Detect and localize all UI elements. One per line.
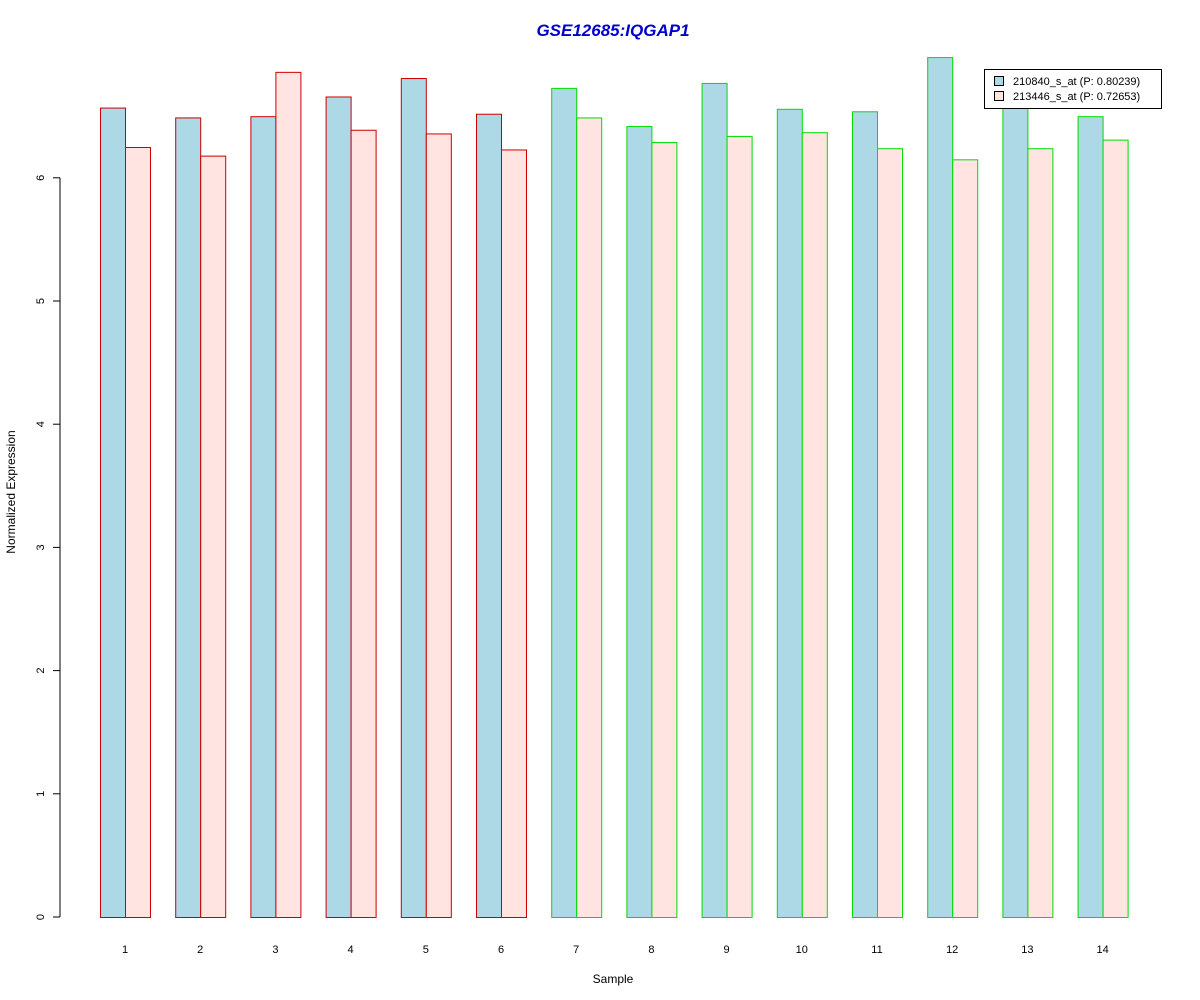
x-tick-label: 4 xyxy=(348,944,354,956)
bar-sample-8-series-2 xyxy=(651,142,678,918)
legend-label-1: 210840_s_at (P: 0.80239) xyxy=(1013,76,1140,88)
chart-title: GSE12685:IQGAP1 xyxy=(536,21,689,40)
y-tick-label: 5 xyxy=(35,298,47,304)
y-tick-label: 3 xyxy=(35,544,47,550)
bar-sample-13-series-2 xyxy=(1027,148,1054,918)
bar-sample-12-series-1 xyxy=(927,57,954,918)
bar-sample-9-series-1 xyxy=(701,82,728,919)
bar-sample-10-series-1 xyxy=(776,108,803,919)
x-tick-label: 2 xyxy=(197,944,203,956)
x-tick-label: 11 xyxy=(871,944,882,956)
bar-sample-14-series-1 xyxy=(1077,116,1104,918)
bar-sample-13-series-1 xyxy=(1002,101,1029,918)
legend-label-2: 213446_s_at (P: 0.72653) xyxy=(1013,91,1140,103)
bar-sample-8-series-1 xyxy=(626,126,653,918)
x-tick-label: 7 xyxy=(573,944,579,956)
x-tick-label: 10 xyxy=(796,944,808,956)
bar-sample-9-series-2 xyxy=(726,135,753,919)
bar-sample-6-series-1 xyxy=(476,113,502,918)
x-tick-label: 5 xyxy=(423,944,429,956)
x-tick-label: 6 xyxy=(498,944,504,956)
legend-swatch-2 xyxy=(994,91,1004,101)
y-tick-label: 1 xyxy=(35,791,47,797)
bar-sample-4-series-2 xyxy=(350,129,377,918)
x-tick-label: 8 xyxy=(648,944,654,956)
x-tick-label: 3 xyxy=(272,944,278,956)
bar-sample-2-series-1 xyxy=(175,117,202,918)
y-tick-label: 4 xyxy=(35,421,47,427)
bars-group xyxy=(100,57,1129,919)
bar-sample-4-series-1 xyxy=(325,96,352,919)
y-tick-label: 6 xyxy=(35,175,47,181)
x-tick-label: 12 xyxy=(946,944,958,956)
bar-sample-5-series-2 xyxy=(425,133,452,918)
x-tick-label: 9 xyxy=(724,944,730,956)
y-axis-label: Normalized Expression xyxy=(4,430,18,553)
bar-sample-12-series-2 xyxy=(952,159,979,918)
y-tick-label: 0 xyxy=(35,914,47,920)
bar-sample-1-series-2 xyxy=(125,147,151,918)
x-tick-label: 1 xyxy=(122,944,128,956)
x-axis-label: Sample xyxy=(593,972,634,986)
legend-swatch-1 xyxy=(994,76,1004,86)
bar-sample-2-series-2 xyxy=(200,155,227,918)
bar-sample-11-series-2 xyxy=(877,148,903,918)
bar-sample-7-series-2 xyxy=(576,117,603,918)
y-tick-label: 2 xyxy=(35,668,47,674)
y-axis: 0 1 2 3 4 5 6 xyxy=(35,175,61,920)
bar-sample-10-series-2 xyxy=(801,132,828,918)
bar-sample-14-series-2 xyxy=(1102,139,1129,919)
bar-sample-5-series-1 xyxy=(400,78,427,919)
x-tick-labels: 1 2 3 4 5 6 7 8 9 10 11 12 13 14 xyxy=(122,944,1109,956)
bar-sample-3-series-2 xyxy=(275,71,302,918)
bar-sample-6-series-2 xyxy=(501,149,527,919)
bar-sample-7-series-1 xyxy=(551,87,578,918)
legend: 210840_s_at (P: 0.80239) 213446_s_at (P: … xyxy=(984,69,1162,109)
bar-sample-11-series-1 xyxy=(852,111,878,919)
legend-box xyxy=(984,69,1162,109)
x-tick-label: 14 xyxy=(1096,944,1108,956)
bar-sample-3-series-1 xyxy=(250,116,277,918)
x-tick-label: 13 xyxy=(1021,944,1033,956)
bar-sample-1-series-1 xyxy=(100,107,126,919)
